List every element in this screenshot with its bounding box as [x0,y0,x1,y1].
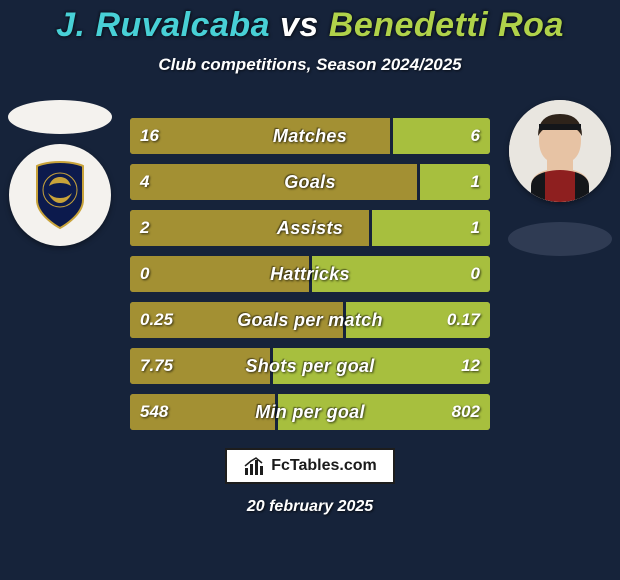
stat-bars: Matches166Goals41Assists21Hattricks00Goa… [130,118,490,440]
face-bg [509,100,611,202]
player2-avatar-block [500,100,620,256]
stat-label: Assists [130,210,490,246]
content-root: J. Ruvalcaba vs Benedetti Roa Club compe… [0,0,620,580]
shield-path [37,162,83,228]
stat-row: Goals4 1 [130,164,490,200]
shirt-dark [531,172,589,202]
stat-value-right: 0 [471,256,480,292]
subtitle: Club competitions, Season 2024/2025 [0,55,620,75]
brand-chart-icon [243,455,265,477]
footer-date: 20 february 2025 [0,498,620,516]
brand-trend-line [245,458,262,466]
stat-row: Shots per goal7.75 12 [130,348,490,384]
brand-bar-3 [255,460,258,475]
stat-value-right: 1 [471,210,480,246]
stat-value-right: 1 [471,164,480,200]
brand-text: FcTables.com [271,457,377,475]
stat-row: Assists2 1 [130,210,490,246]
player2-shadow-ellipse [508,222,612,256]
vs-label: vs [280,6,319,44]
stat-value-left: 16 [140,118,159,154]
brand-bar-4 [260,466,263,475]
player2-face-icon [509,100,611,202]
stat-row: Min per goal548 802 [130,394,490,430]
stat-row: Hattricks0 0 [130,256,490,292]
headband [539,124,581,130]
stat-value-left: 2 [140,210,149,246]
player1-name: J. Ruvalcaba [56,6,270,44]
stat-value-left: 7.75 [140,348,173,384]
stat-value-left: 0.25 [140,302,173,338]
stat-row: Goals per match0.25 0.17 [130,302,490,338]
stat-value-right: 802 [452,394,480,430]
stat-value-left: 548 [140,394,168,430]
stat-value-left: 4 [140,164,149,200]
brand-box: FcTables.com [225,448,395,484]
brand-bar-2 [250,464,253,475]
stat-label: Shots per goal [130,348,490,384]
stat-row: Matches16 6 [130,118,490,154]
stat-value-left: 0 [140,256,149,292]
shirt-red [545,170,575,202]
face-skin [531,120,589,202]
stat-label: Matches [130,118,490,154]
stat-label: Hattricks [130,256,490,292]
comparison-title: J. Ruvalcaba vs Benedetti Roa [0,6,620,45]
player2-name: Benedetti Roa [329,6,564,44]
player1-avatar-block [0,100,120,246]
puma-face-icon [48,177,72,203]
player1-club-badge-circle [9,144,111,246]
stat-label: Goals per match [130,302,490,338]
stat-value-right: 12 [461,348,480,384]
brand-bar-1 [245,468,248,475]
player2-photo-circle [509,100,611,202]
shield-inner-circle [43,173,77,207]
stat-label: Min per goal [130,394,490,430]
player1-shadow-ellipse [8,100,112,134]
club-badge-icon [31,160,89,230]
stat-value-right: 0.17 [447,302,480,338]
stat-value-right: 6 [471,118,480,154]
face-hair [538,114,582,136]
stat-label: Goals [130,164,490,200]
